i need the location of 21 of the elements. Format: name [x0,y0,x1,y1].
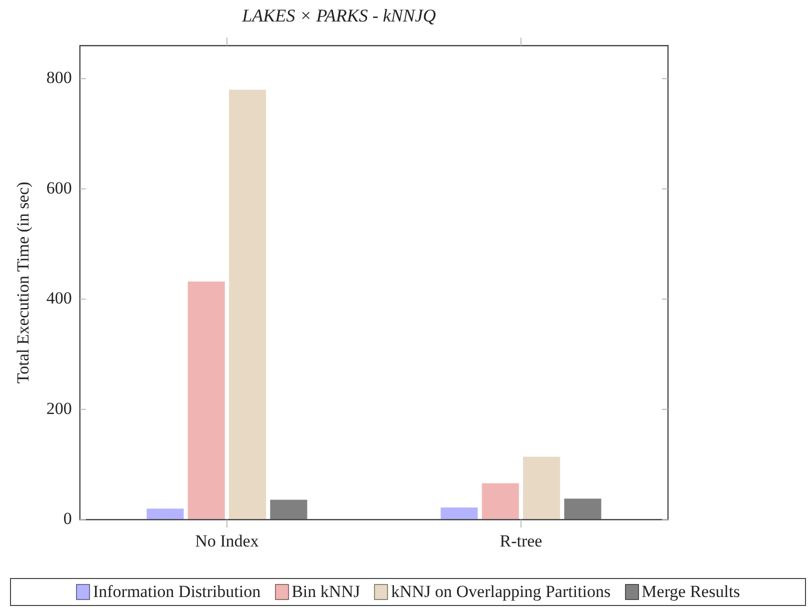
legend-label: Merge Results [642,582,740,602]
x-tick-label: No Index [195,531,260,550]
bar [146,508,184,520]
y-tick-label: 0 [63,509,72,528]
bar [270,500,308,520]
y-tick-label: 200 [46,398,72,418]
bar [482,483,519,520]
x-tick-label: R-tree [500,531,542,550]
bar [228,90,266,520]
y-tick-label: 800 [46,68,72,88]
chart-title: LAKES × PARKS - kNNJQ [241,6,436,26]
y-tick-label: 400 [46,288,72,308]
y-axis-title: Total Execution Time (in sec) [14,182,33,384]
y-tick-label: 600 [46,178,72,198]
bar [188,282,225,520]
bar [564,498,602,520]
legend-label: Information Distribution [92,582,261,602]
legend-label: kNNJ on Overlapping Partitions [391,582,611,602]
legend-label: Bin kNNJ [292,582,360,602]
bar [440,507,478,520]
bar [523,456,560,520]
